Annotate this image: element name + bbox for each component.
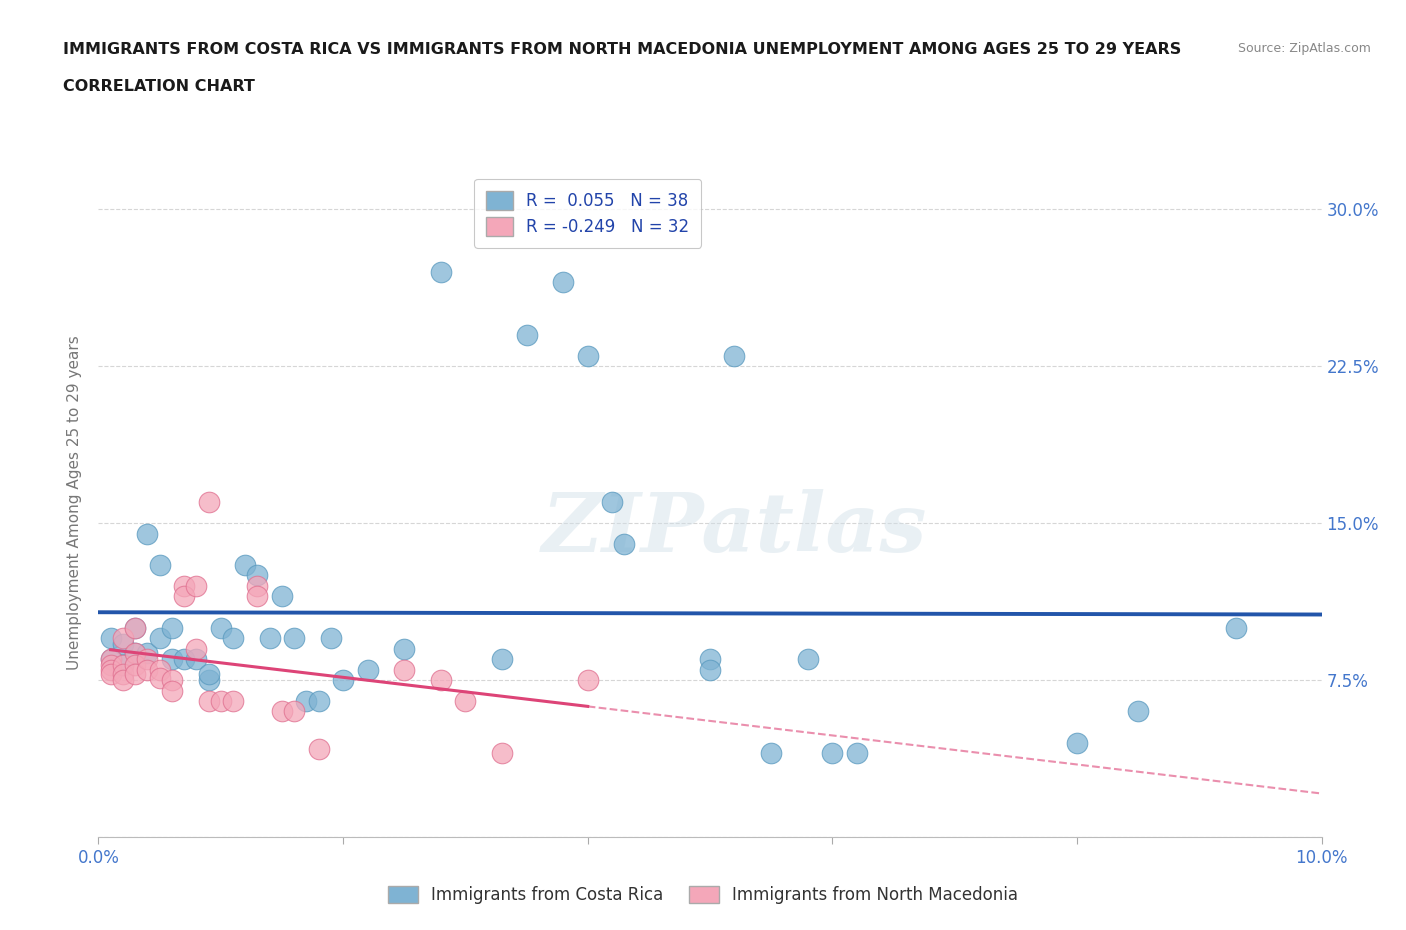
- Legend: R =  0.055   N = 38, R = -0.249   N = 32: R = 0.055 N = 38, R = -0.249 N = 32: [474, 179, 702, 247]
- Point: [111, 667, 134, 682]
- Point: [124, 645, 146, 660]
- Point: [111, 658, 134, 673]
- Point: [283, 704, 305, 719]
- Point: [270, 589, 292, 604]
- Point: [186, 578, 208, 593]
- Point: [160, 620, 183, 635]
- Point: [454, 694, 477, 709]
- Point: [295, 694, 318, 709]
- Point: [491, 746, 513, 761]
- Point: [845, 746, 868, 761]
- Point: [197, 672, 219, 687]
- Point: [100, 667, 122, 682]
- Point: [392, 662, 416, 677]
- Point: [1225, 620, 1247, 635]
- Point: [124, 620, 146, 635]
- Point: [246, 589, 269, 604]
- Point: [136, 526, 159, 541]
- Point: [173, 652, 195, 667]
- Point: [699, 662, 721, 677]
- Text: IMMIGRANTS FROM COSTA RICA VS IMMIGRANTS FROM NORTH MACEDONIA UNEMPLOYMENT AMONG: IMMIGRANTS FROM COSTA RICA VS IMMIGRANTS…: [63, 42, 1181, 57]
- Point: [149, 631, 172, 645]
- Point: [197, 694, 219, 709]
- Point: [613, 537, 636, 551]
- Point: [186, 652, 208, 667]
- Point: [111, 658, 134, 673]
- Point: [111, 631, 134, 645]
- Point: [136, 645, 159, 660]
- Text: ZIPatlas: ZIPatlas: [541, 489, 927, 569]
- Point: [308, 694, 330, 709]
- Point: [797, 652, 820, 667]
- Point: [356, 662, 378, 677]
- Point: [430, 672, 453, 687]
- Point: [111, 637, 134, 652]
- Point: [392, 642, 416, 657]
- Y-axis label: Unemployment Among Ages 25 to 29 years: Unemployment Among Ages 25 to 29 years: [67, 335, 83, 670]
- Point: [283, 631, 305, 645]
- Point: [124, 658, 146, 673]
- Point: [491, 652, 513, 667]
- Point: [136, 662, 159, 677]
- Point: [197, 495, 219, 510]
- Point: [222, 694, 245, 709]
- Point: [308, 742, 330, 757]
- Point: [100, 652, 122, 667]
- Point: [100, 652, 122, 667]
- Point: [209, 694, 232, 709]
- Point: [270, 704, 292, 719]
- Point: [100, 662, 122, 677]
- Point: [233, 558, 256, 573]
- Point: [246, 568, 269, 583]
- Point: [160, 683, 183, 698]
- Point: [759, 746, 782, 761]
- Point: [100, 658, 122, 673]
- Point: [553, 275, 575, 290]
- Point: [160, 672, 183, 687]
- Point: [149, 558, 172, 573]
- Legend: Immigrants from Costa Rica, Immigrants from North Macedonia: Immigrants from Costa Rica, Immigrants f…: [381, 879, 1025, 910]
- Point: [100, 631, 122, 645]
- Point: [124, 620, 146, 635]
- Point: [1128, 704, 1150, 719]
- Point: [124, 645, 146, 660]
- Point: [173, 578, 195, 593]
- Point: [222, 631, 245, 645]
- Point: [173, 589, 195, 604]
- Point: [600, 495, 623, 510]
- Point: [160, 652, 183, 667]
- Point: [516, 327, 538, 342]
- Point: [149, 662, 172, 677]
- Point: [576, 349, 599, 364]
- Point: [319, 631, 342, 645]
- Point: [209, 620, 232, 635]
- Point: [1066, 736, 1088, 751]
- Point: [149, 671, 172, 685]
- Point: [186, 642, 208, 657]
- Point: [430, 265, 453, 280]
- Point: [259, 631, 281, 645]
- Point: [246, 578, 269, 593]
- Point: [576, 672, 599, 687]
- Point: [723, 349, 745, 364]
- Text: Source: ZipAtlas.com: Source: ZipAtlas.com: [1237, 42, 1371, 55]
- Point: [111, 672, 134, 687]
- Text: CORRELATION CHART: CORRELATION CHART: [63, 79, 254, 94]
- Point: [699, 652, 721, 667]
- Point: [197, 667, 219, 682]
- Point: [136, 652, 159, 667]
- Point: [332, 672, 354, 687]
- Point: [124, 667, 146, 682]
- Point: [821, 746, 844, 761]
